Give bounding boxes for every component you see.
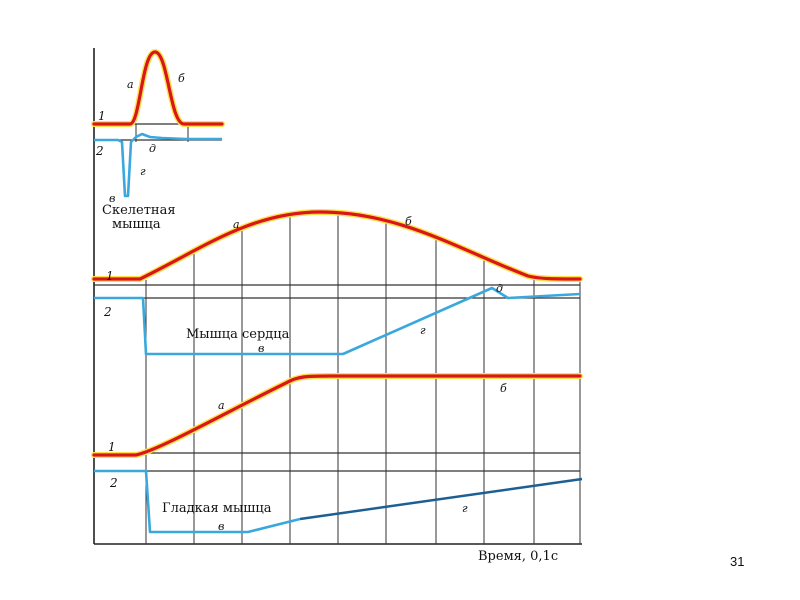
smooth-panel: 1 2 а б в г Гладкая мышца xyxy=(91,373,583,534)
skeletal-label-d: д xyxy=(149,142,156,155)
skeletal-caption-line-1: Скелетная xyxy=(102,203,176,218)
skeletal-caption-line-2: мышца xyxy=(112,217,161,232)
cardiac-label-g: г xyxy=(420,324,426,337)
skeletal-curve-number-2: 2 xyxy=(95,144,104,158)
cardiac-panel: 1 2 а б в г д Мышца сердца xyxy=(91,209,583,356)
smooth-label-a: а xyxy=(218,399,225,412)
smooth-label-v: в xyxy=(218,520,224,533)
cardiac-label-v: в xyxy=(258,342,264,355)
smooth-potential-recovery xyxy=(299,477,583,521)
skeletal-curve-number-1: 1 xyxy=(98,109,106,123)
skeletal-contraction-glow xyxy=(91,49,225,127)
cardiac-label-d: д xyxy=(496,282,503,295)
skeletal-label-v: в xyxy=(109,192,115,205)
smooth-curve-number-1: 1 xyxy=(108,440,116,454)
skeletal-potential-curve xyxy=(94,132,222,198)
skeletal-panel: 1 2 а б д г в Скелетная мышца xyxy=(91,49,225,232)
skeletal-contraction-curve xyxy=(92,50,224,126)
cardiac-contraction-curve xyxy=(92,210,582,281)
skeletal-label-a: а xyxy=(127,78,134,91)
cardiac-label-a: а xyxy=(233,218,240,231)
smooth-label-g: г xyxy=(462,502,468,515)
skeletal-label-g: г xyxy=(140,165,146,178)
cardiac-potential-curve xyxy=(94,286,581,356)
cardiac-curve-number-2: 2 xyxy=(103,305,112,319)
smooth-curve-number-2: 2 xyxy=(109,476,118,490)
cardiac-caption: Мышца сердца xyxy=(186,327,290,342)
smooth-contraction-curve xyxy=(92,374,582,457)
x-axis-label: Время, 0,1с xyxy=(478,549,558,564)
skeletal-label-b: б xyxy=(178,72,185,85)
cardiac-label-b: б xyxy=(405,215,412,228)
cardiac-curve-number-1: 1 xyxy=(106,269,114,283)
smooth-caption: Гладкая мышца xyxy=(162,501,272,516)
smooth-label-b: б xyxy=(500,382,507,395)
slide-number: 31 xyxy=(730,554,744,569)
smooth-potential-curve xyxy=(94,469,301,534)
